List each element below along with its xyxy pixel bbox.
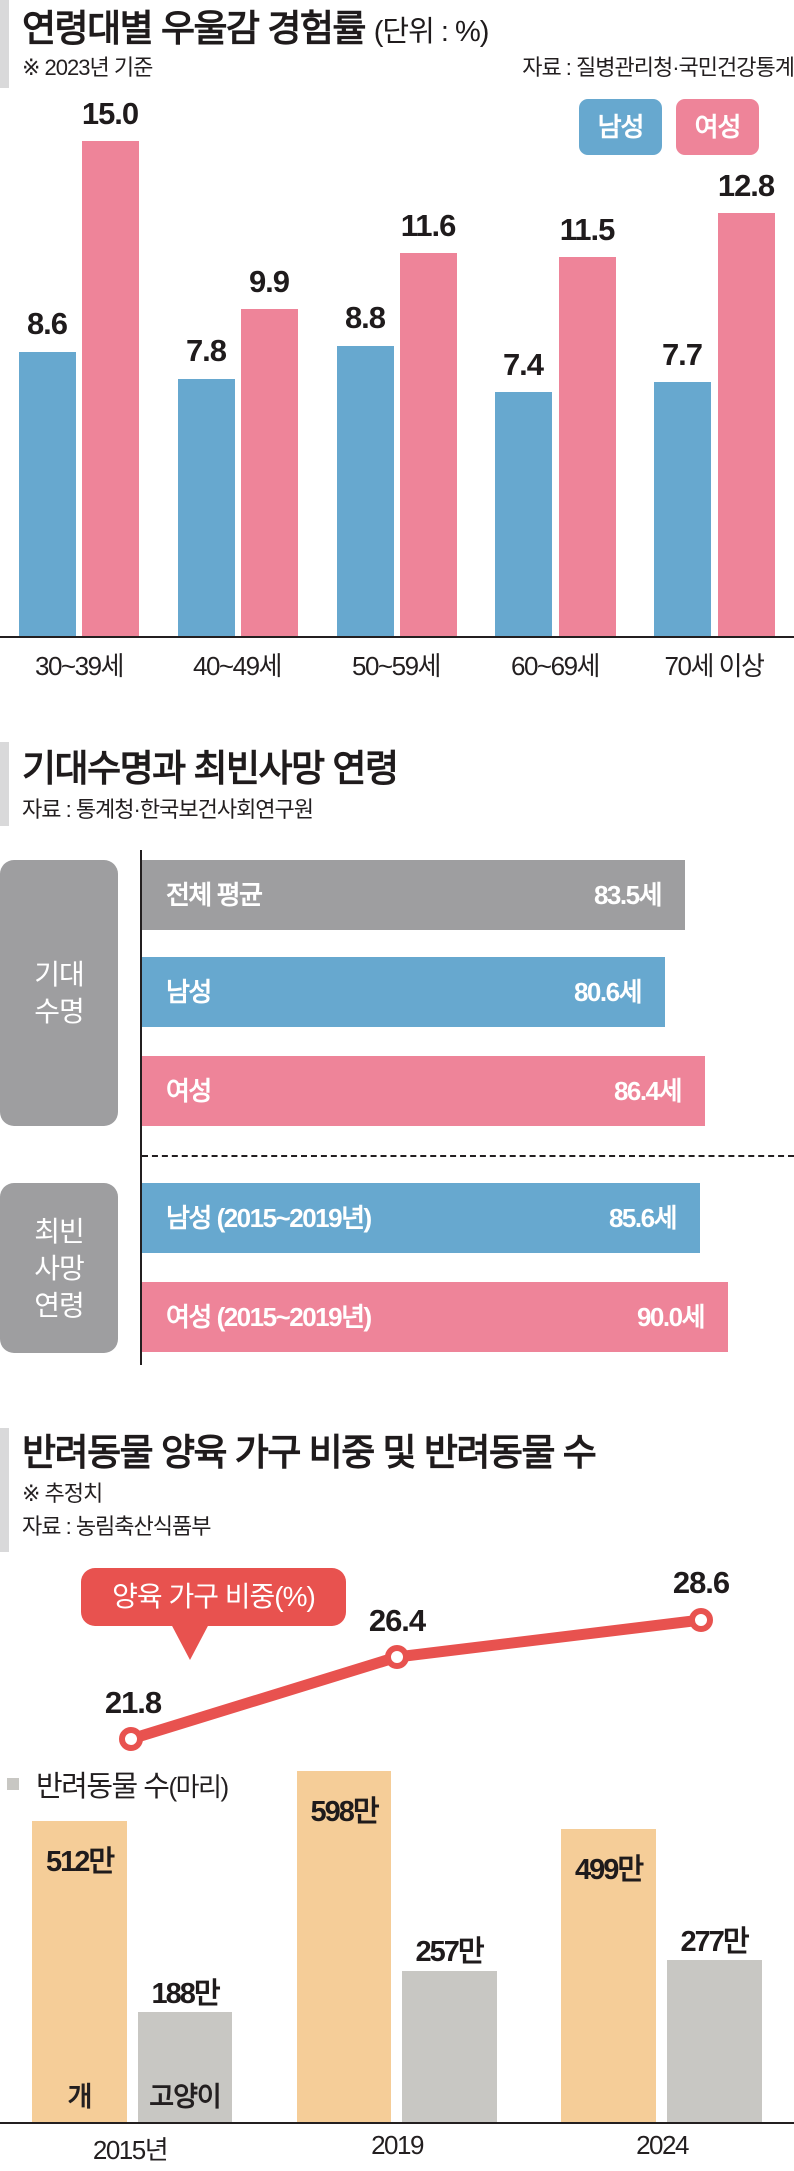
section-accent-bar xyxy=(0,742,9,826)
line-value-2019: 26.4 xyxy=(368,1603,426,1638)
bar-label: 전체 평균 xyxy=(166,880,263,910)
bar-legend: 반려동물 수(마리) xyxy=(36,1763,229,1805)
line-value-2015: 21.8 xyxy=(104,1685,162,1720)
label-cat: 고양이 xyxy=(149,2082,222,2112)
bar-value: 83.5세 xyxy=(593,880,663,910)
bar-female-50s xyxy=(400,253,457,636)
bar-label: 여성 xyxy=(166,1076,212,1106)
value-cat-2019: 257만 xyxy=(415,1936,484,1968)
x-label-40s: 40~49세 xyxy=(193,651,282,681)
chart-title: 기대수명과 최빈사망 연령 xyxy=(22,748,399,789)
group-label-line: 기대 xyxy=(34,959,85,990)
bar-male-30s xyxy=(19,352,76,636)
value-female-30s: 15.0 xyxy=(81,96,139,131)
chart-note: ※ 2023년 기준 xyxy=(22,55,153,80)
chart-source: 자료 : 농림축산식품부 xyxy=(22,1514,211,1539)
value-dog-2015: 512만 xyxy=(45,1846,115,1878)
bar-dog-2015 xyxy=(32,1821,127,2123)
x-label-2024: 2024 xyxy=(636,2130,689,2160)
x-label-50s: 50~59세 xyxy=(352,651,441,681)
value-male-40s: 7.8 xyxy=(185,333,227,368)
value-dog-2019: 598만 xyxy=(310,1796,379,1828)
legend-label: 반려동물 수 xyxy=(36,1771,170,1803)
x-axis-line xyxy=(0,636,794,638)
x-axis-line xyxy=(0,2122,794,2124)
x-label-30s: 30~39세 xyxy=(35,651,124,681)
bar-male-life-expectancy: 남성 80.6세 xyxy=(142,957,665,1027)
bar-dog-2019 xyxy=(297,1771,391,2123)
group-label-line: 연령 xyxy=(34,1289,85,1321)
line-series-callout: 양육 가구 비중(%) xyxy=(81,1568,346,1626)
group-label-life-expectancy: 기대 수명 xyxy=(0,860,118,1126)
bar-female-70plus xyxy=(718,213,775,636)
bar-cat-2015 xyxy=(138,2012,232,2123)
chart-source: 자료 : 통계청·한국보건사회연구원 xyxy=(22,797,314,822)
bar-cat-2019 xyxy=(402,1971,497,2123)
bar-cat-2024 xyxy=(667,1960,762,2123)
value-dog-2024: 499만 xyxy=(574,1854,644,1886)
bar-label: 남성 xyxy=(166,977,212,1007)
value-female-60s: 11.5 xyxy=(559,212,616,247)
chart-title: 연령대별 우울감 경험률 (단위 : %) xyxy=(22,0,490,52)
value-male-50s: 8.8 xyxy=(344,300,386,335)
group-label-modal-death-age: 최빈 사망 연령 xyxy=(0,1183,118,1353)
bar-total-average: 전체 평균 83.5세 xyxy=(142,860,685,930)
value-female-50s: 11.6 xyxy=(400,208,457,243)
bar-value: 85.6세 xyxy=(608,1203,678,1233)
section-accent-bar xyxy=(0,0,9,88)
bar-female-40s xyxy=(241,309,298,636)
label-dog: 개 xyxy=(67,2082,93,2112)
value-female-40s: 9.9 xyxy=(248,264,290,299)
section-accent-bar xyxy=(0,1428,9,1552)
x-label-70plus: 70세 이상 xyxy=(664,651,765,681)
chart-title-text: 연령대별 우울감 경험률 xyxy=(22,8,366,49)
bar-female-modal-death-age: 여성 (2015~2019년) 90.0세 xyxy=(142,1282,728,1352)
value-male-30s: 8.6 xyxy=(26,306,68,341)
legend-male: 남성 xyxy=(579,99,662,155)
group-label-line: 최빈 xyxy=(34,1215,85,1247)
group-label-line: 사망 xyxy=(34,1252,85,1284)
x-label-60s: 60~69세 xyxy=(511,651,600,681)
bar-dog-2024 xyxy=(561,1829,656,2123)
bar-male-60s xyxy=(495,392,552,636)
bar-male-50s xyxy=(337,346,394,636)
x-label-2015: 2015년 xyxy=(92,2135,169,2165)
bar-label: 남성 (2015~2019년) xyxy=(166,1203,372,1233)
value-cat-2015: 188만 xyxy=(151,1978,220,2010)
bar-male-modal-death-age: 남성 (2015~2019년) 85.6세 xyxy=(142,1183,700,1253)
bar-value: 90.0세 xyxy=(636,1302,706,1332)
chart-source: 자료 : 질병관리청·국민건강통계 xyxy=(522,55,794,80)
bar-value: 80.6세 xyxy=(573,977,643,1007)
legend-swatch xyxy=(7,1778,19,1790)
chart-title: 반려동물 양육 가구 비중 및 반려동물 수 xyxy=(22,1432,597,1473)
x-label-2019: 2019 xyxy=(371,2130,424,2160)
bar-female-30s xyxy=(82,141,139,636)
legend-unit: (마리) xyxy=(168,1772,229,1802)
bar-male-70plus xyxy=(654,382,711,636)
group-divider xyxy=(142,1155,794,1157)
bar-female-life-expectancy: 여성 86.4세 xyxy=(142,1056,705,1126)
chart-note: ※ 추정치 xyxy=(22,1481,103,1506)
value-male-70plus: 7.7 xyxy=(661,337,703,372)
unit-label: (단위 : %) xyxy=(373,16,490,48)
line-value-2024: 28.6 xyxy=(672,1565,730,1600)
bar-value: 86.4세 xyxy=(613,1076,683,1106)
bar-label: 여성 (2015~2019년) xyxy=(166,1302,372,1332)
y-axis-line xyxy=(140,850,142,1365)
bar-female-60s xyxy=(559,257,616,636)
legend-female: 여성 xyxy=(676,99,759,155)
bar-male-40s xyxy=(178,379,235,636)
value-cat-2024: 277만 xyxy=(680,1926,749,1958)
group-label-line: 수명 xyxy=(34,996,85,1027)
value-male-60s: 7.4 xyxy=(502,347,544,382)
value-female-70plus: 12.8 xyxy=(717,168,775,203)
